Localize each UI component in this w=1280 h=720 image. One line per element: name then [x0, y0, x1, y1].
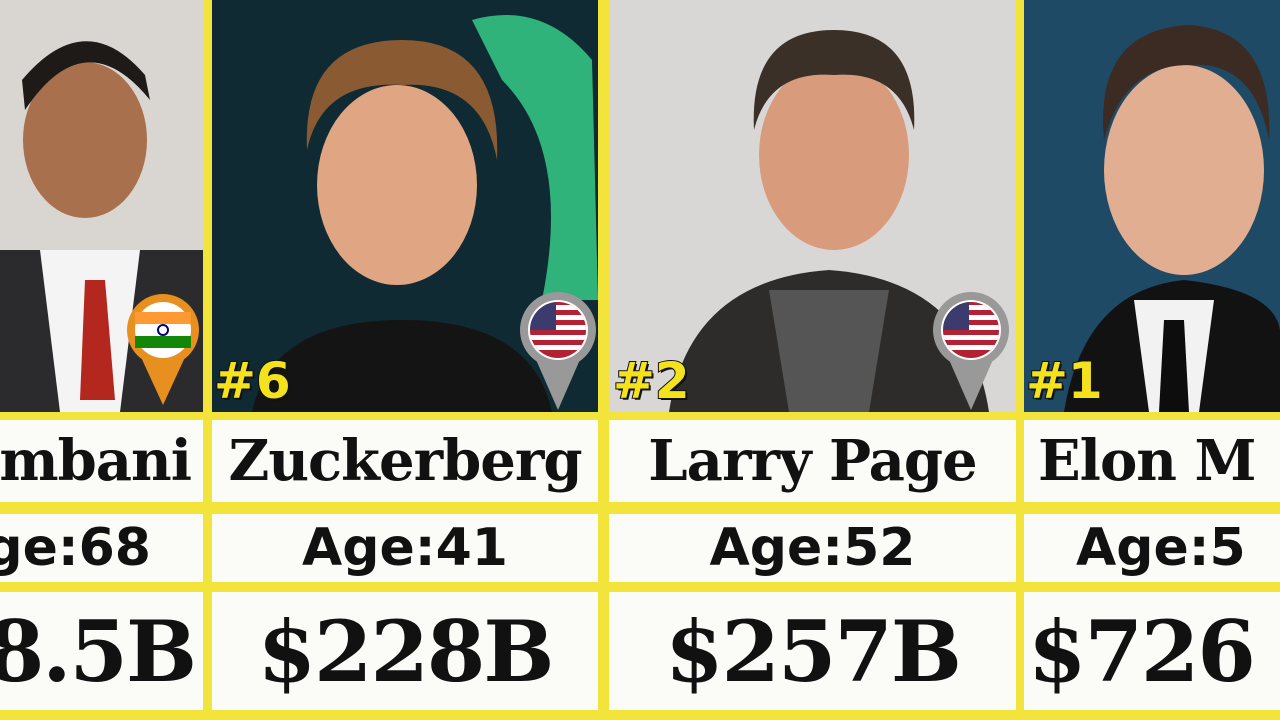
- net-worth: 8.5B: [0, 592, 203, 710]
- photo: [212, 0, 598, 412]
- rank: #2: [612, 351, 691, 411]
- net-worth: $228B: [212, 592, 598, 710]
- rank: #6: [213, 351, 292, 411]
- person-card: #1 Elon M Age:5 $726: [1024, 0, 1280, 720]
- net-worth: $726: [1024, 592, 1280, 710]
- person-card: #6 Zuckerberg Age:41 $228B: [212, 0, 598, 720]
- age: Age:41: [212, 514, 598, 582]
- age: Age:52: [609, 514, 1016, 582]
- age: Age:5: [1024, 514, 1280, 582]
- name: Zuckerberg: [212, 420, 598, 502]
- photo: [609, 0, 1016, 412]
- age: ge:68: [0, 514, 203, 582]
- photo: [0, 0, 203, 412]
- rank: #1: [1025, 351, 1104, 411]
- person-card: mbani ge:68 8.5B: [0, 0, 203, 720]
- name: Larry Page: [609, 420, 1016, 502]
- person-card: #2 Larry Page Age:52 $257B: [609, 0, 1016, 720]
- photo: [1024, 0, 1280, 412]
- name: Elon M: [1024, 420, 1280, 502]
- net-worth: $257B: [609, 592, 1016, 710]
- name: mbani: [0, 420, 203, 502]
